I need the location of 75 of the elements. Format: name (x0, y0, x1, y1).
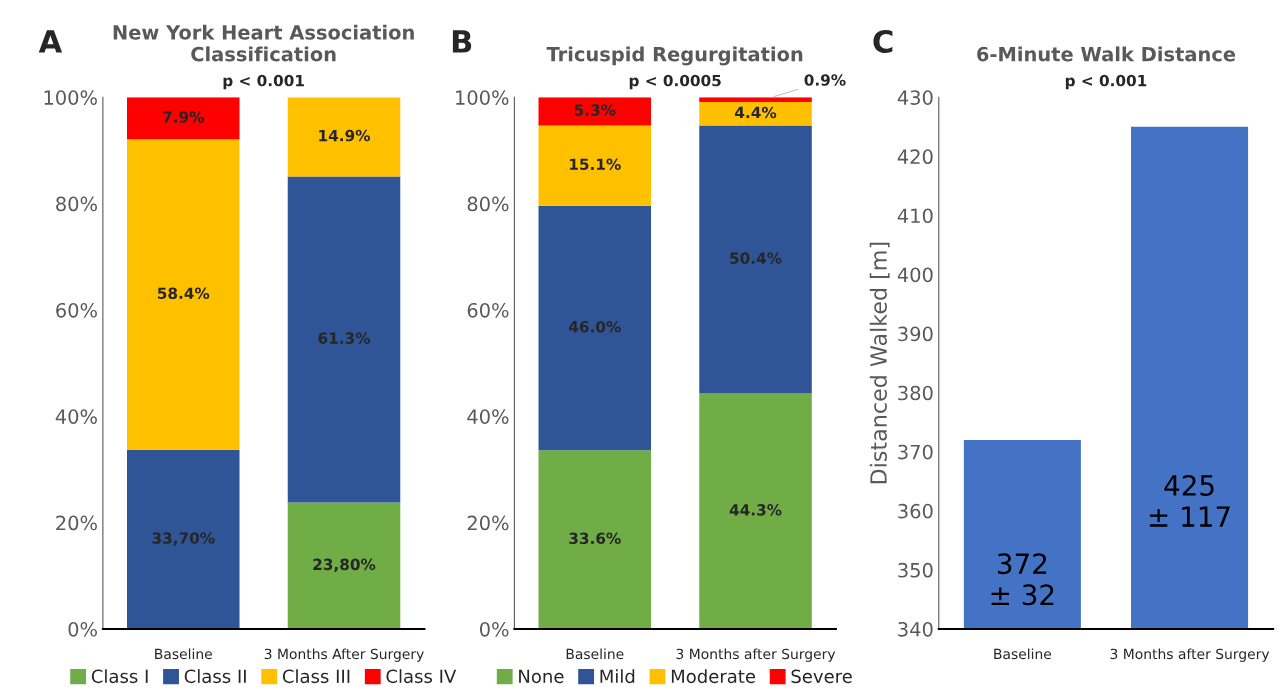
legend-label: Class II (184, 669, 246, 684)
x-tick-label: 3 Months after Surgery (676, 648, 836, 662)
bar (287, 502, 401, 629)
y-tick-label: 410 (897, 208, 933, 224)
bar (538, 450, 652, 629)
x-tick-label: 3 Months After Surgery (264, 648, 424, 662)
y-tick-label: 380 (898, 385, 933, 401)
y-tick-label: 40% (55, 409, 97, 424)
y-tick-label: 40% (467, 409, 509, 424)
y-tick-label: 80% (467, 196, 509, 212)
y-tick-label: 360 (898, 503, 933, 519)
y-tick-label: 60% (467, 302, 509, 318)
legend-label: Class I (91, 669, 148, 684)
y-tick-label: 60% (56, 302, 97, 318)
bar (126, 139, 240, 450)
y-tick-label: 390 (898, 326, 933, 342)
legend-label: Mild (600, 669, 635, 684)
x-tick-label: Baseline (566, 648, 624, 660)
bar (126, 449, 240, 629)
bar (126, 97, 240, 140)
data-label: 58.4% (157, 287, 210, 299)
data-label: 5.3% (574, 104, 616, 116)
data-label: 50.4% (730, 252, 782, 264)
y-tick-label: 350 (898, 562, 933, 578)
data-label: 15.1% (570, 158, 621, 171)
legend-label: Moderate (671, 669, 756, 684)
text: p < 0.001 (223, 74, 304, 90)
legend-label: Class III (282, 669, 350, 684)
data-label: 33.6% (569, 532, 621, 545)
y-tick-label: 100% (456, 90, 509, 105)
y-tick-label: 100% (44, 90, 97, 105)
y-tick-label: 370 (898, 444, 933, 460)
data-label: 23,80% (313, 558, 376, 573)
y-tick-label: 0% (479, 621, 509, 637)
data-label: 372 ± 32 (991, 553, 1054, 606)
y-tick-label: 20% (56, 515, 97, 531)
x-tick-label: Baseline (994, 648, 1052, 660)
y-axis-title: Distanced Walked [m] (869, 242, 890, 484)
x-tick-label: 3 Months after Surgery (1110, 648, 1270, 662)
bar (287, 97, 401, 177)
x-tick-label: Baseline (155, 648, 212, 660)
bar (538, 97, 652, 126)
text: p < 0.001 (1065, 74, 1147, 90)
y-tick-label: 400 (897, 267, 933, 283)
chart-title: Tricuspid Regurgitation (546, 46, 803, 66)
y-tick-label: 0% (68, 621, 97, 637)
bar (699, 102, 812, 126)
bar (538, 205, 652, 451)
data-label: 4.4% (735, 106, 777, 119)
bar (699, 125, 812, 394)
y-tick-label: 340 (898, 621, 933, 637)
y-tick-label: 80% (56, 196, 97, 212)
bar (538, 125, 652, 206)
data-label: 7.9% (163, 111, 204, 123)
bar (699, 393, 812, 629)
y-tick-label: 430 (897, 90, 933, 105)
text: B (452, 30, 472, 53)
data-label: 14.9% (319, 129, 371, 142)
data-label: 46.0% (568, 320, 621, 333)
data-label: 0.9% (804, 74, 846, 86)
y-tick-label: 420 (897, 149, 933, 165)
legend-label: Severe (791, 669, 852, 684)
data-label: 61.3% (318, 332, 371, 344)
chart-title: 6-Minute Walk Distance (977, 46, 1236, 62)
bar (287, 176, 401, 503)
text: A (38, 30, 63, 53)
text: p < 0.0005 (629, 74, 721, 90)
chart-title: New York Heart Association Classification (113, 24, 414, 62)
y-tick-label: 20% (467, 515, 509, 531)
legend-label: Class IV (386, 669, 457, 684)
text: C (873, 29, 893, 53)
data-label: 425 ± 117 (1149, 474, 1230, 527)
data-label: 44.3% (729, 504, 782, 516)
data-label: 33,70% (152, 532, 215, 546)
text: None (519, 669, 564, 684)
